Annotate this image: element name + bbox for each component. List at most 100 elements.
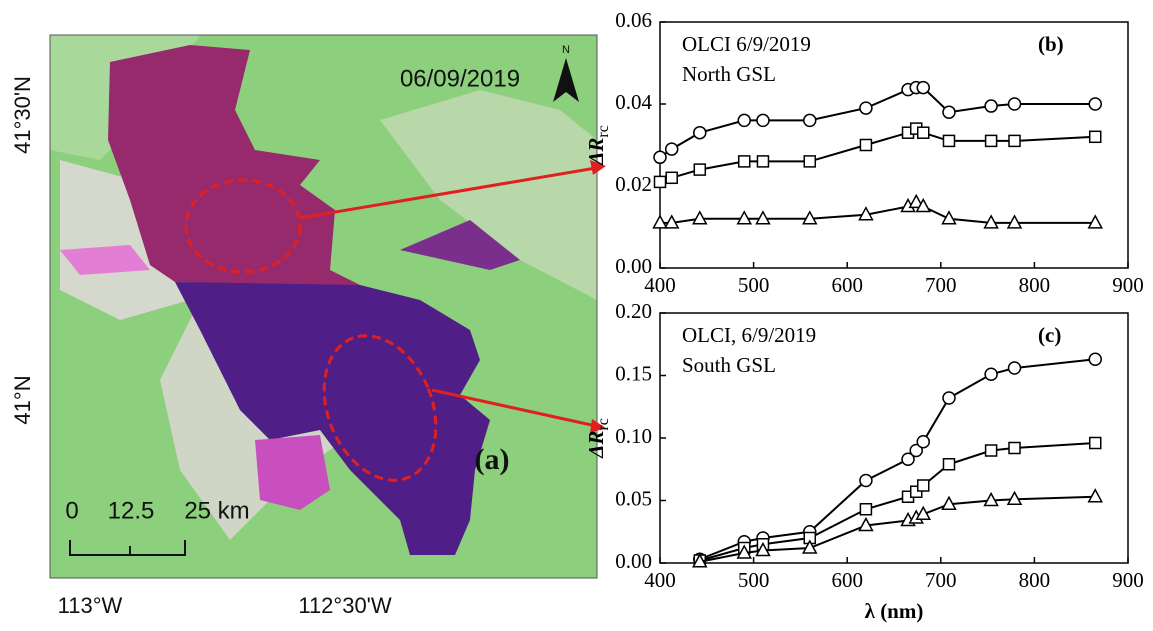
lat-label: 41°30'N — [10, 76, 35, 154]
y-tick-label: 0.10 — [615, 424, 652, 448]
north-arrow — [553, 58, 579, 102]
marker — [652, 214, 668, 229]
marker — [942, 458, 956, 471]
y-tick-label: 0.15 — [615, 361, 652, 385]
scale-bar — [69, 540, 186, 556]
marker — [941, 210, 957, 225]
marker — [916, 435, 930, 449]
y-axis-label-sub: rc — [595, 125, 612, 137]
marker — [942, 391, 956, 405]
marker — [693, 163, 707, 176]
marker — [755, 541, 771, 557]
x-tick-label: 800 — [1019, 273, 1051, 297]
annotation: OLCI 6/9/2019 — [682, 32, 811, 56]
marker — [803, 113, 817, 128]
x-tick-label: 600 — [831, 273, 863, 297]
south-roi — [322, 334, 438, 482]
salt-pond — [60, 245, 150, 275]
x-tick-label: 800 — [1019, 568, 1051, 592]
marker — [859, 101, 873, 115]
marker — [802, 210, 818, 225]
marker — [908, 193, 924, 209]
arrow-head — [590, 160, 606, 175]
marker — [1087, 214, 1103, 229]
x-tick-label: 400 — [644, 273, 676, 297]
marker — [664, 142, 679, 156]
marker — [1008, 441, 1021, 455]
marker — [859, 503, 873, 516]
panel-label: (b) — [1038, 32, 1064, 56]
x-tick-label: 500 — [738, 568, 770, 592]
north-arm — [108, 45, 360, 285]
marker — [915, 505, 932, 520]
plot-frame — [659, 312, 1129, 564]
marker — [802, 539, 818, 554]
y-axis-label-base: ΔR — [584, 431, 608, 459]
x-tick-label: 700 — [925, 568, 957, 592]
plot-frame — [659, 21, 1129, 269]
marker — [859, 138, 873, 152]
marker — [984, 134, 998, 148]
scale-label: 25 km — [184, 497, 249, 524]
y-tick-label: 0.02 — [615, 172, 652, 196]
marker — [984, 99, 998, 113]
marker — [942, 134, 956, 148]
north-roi — [184, 178, 302, 274]
marker — [692, 210, 708, 225]
marker — [917, 479, 930, 492]
marker — [1006, 490, 1023, 505]
marker — [665, 171, 678, 185]
marker — [916, 80, 930, 95]
marker — [693, 125, 707, 140]
marker — [755, 210, 771, 225]
marker — [803, 155, 817, 168]
annotation: OLCI, 6/9/2019 — [682, 323, 816, 347]
marker — [1007, 361, 1022, 375]
marker — [1087, 488, 1103, 503]
x-tick-label: 500 — [738, 273, 770, 297]
lat-label: 41°N — [10, 375, 35, 424]
y-tick-label: 0.06 — [615, 8, 652, 32]
marker — [983, 214, 999, 229]
marker — [1088, 436, 1102, 450]
marker — [858, 206, 874, 221]
marker — [737, 113, 751, 128]
marker — [736, 544, 752, 559]
marker — [1006, 214, 1023, 229]
x-axis-label: λ (nm) — [865, 599, 924, 623]
marker — [736, 210, 752, 225]
arrow-head — [590, 419, 606, 433]
marker — [942, 105, 956, 119]
marker — [1088, 130, 1102, 144]
marker — [983, 491, 999, 507]
marker — [1007, 97, 1022, 111]
marker — [859, 473, 873, 488]
south-arm — [175, 282, 490, 555]
marker — [1088, 97, 1102, 111]
north-label: N — [562, 44, 570, 56]
x-tick-label: 700 — [925, 273, 957, 297]
scale-label: 12.5 — [108, 497, 155, 524]
y-axis-label-sub: rc — [595, 418, 612, 430]
marker — [653, 175, 667, 189]
marker — [1008, 134, 1021, 148]
pointer-arrow — [299, 166, 597, 220]
marker — [909, 443, 923, 458]
series-line — [659, 86, 1096, 159]
marker — [756, 113, 770, 128]
y-axis-label: ΔRrc — [584, 125, 612, 166]
scale-label: 0 — [65, 497, 78, 524]
bay — [400, 220, 520, 270]
x-tick-label: 400 — [644, 568, 676, 592]
annotation: South GSL — [682, 353, 776, 377]
land — [380, 90, 597, 300]
y-tick-label: 0.00 — [615, 549, 652, 573]
marker — [1088, 352, 1102, 366]
marker — [917, 126, 930, 139]
y-tick-label: 0.20 — [615, 299, 652, 323]
marker — [901, 452, 915, 466]
marker — [692, 553, 708, 568]
satellite-map: 06/09/2019 N (a) 0 12.5 25 km — [50, 35, 597, 578]
map-date: 06/09/2019 — [400, 65, 520, 92]
